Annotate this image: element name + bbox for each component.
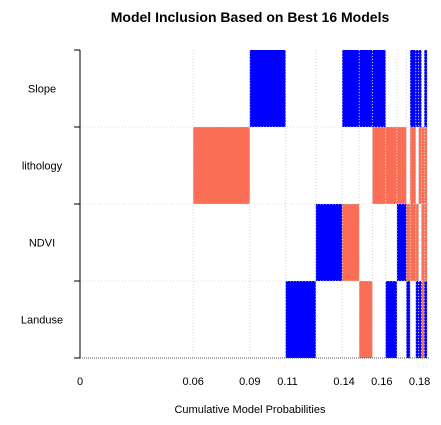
plot-area <box>193 50 428 358</box>
cell-slope-model-8 <box>372 50 386 127</box>
variable-label-landuse: Landuse <box>21 315 63 327</box>
x-tick-labels: 0 0.06 0.09 0.11 0.14 0.16 0.18 <box>77 376 430 388</box>
cell-landuse-model-9 <box>385 281 397 358</box>
x-axis-title: Cumulative Model Probabilities <box>174 404 326 416</box>
x-tick-label-5: 0.14 <box>333 376 354 388</box>
x-tick-label-4: 0.11 <box>277 376 298 388</box>
cell-slope-model-7 <box>359 50 373 127</box>
variable-label-slope: Slope <box>28 84 56 96</box>
cell-landuse-model-16 <box>424 281 428 358</box>
chart-title: Model Inclusion Based on Best 16 Models <box>111 9 390 25</box>
cell-landuse-model-13 <box>415 281 419 358</box>
x-tick-label-1: 0 <box>77 376 83 388</box>
cell-slope-model-12 <box>410 50 416 127</box>
cell-slope-model-3 <box>249 50 286 127</box>
x-tick-label-2: 0.06 <box>182 376 203 388</box>
cell-ndvi-model-15 <box>421 204 425 281</box>
variable-labels: Slope lithology NDVI Landuse <box>21 84 63 327</box>
cell-landuse-model-15 <box>421 281 425 358</box>
cell-slope-model-6 <box>342 50 360 127</box>
cell-ndvi-model-12 <box>410 204 416 281</box>
x-tick-label-3: 0.09 <box>239 376 260 388</box>
cell-landuse-model-11 <box>406 281 411 358</box>
x-tick-label-6: 0.16 <box>371 376 392 388</box>
cell-lithology-model-14 <box>418 127 422 204</box>
axes <box>74 49 429 359</box>
variable-label-ndvi: NDVI <box>29 238 55 250</box>
cell-landuse-model-14 <box>418 281 422 358</box>
cell-lithology-model-10 <box>396 127 407 204</box>
x-tick-label-7: 0.18 <box>409 376 430 388</box>
row-separators <box>80 126 429 282</box>
cell-ndvi-model-13 <box>415 204 419 281</box>
cell-landuse-model-7 <box>359 281 373 358</box>
cell-ndvi-model-5 <box>315 204 343 281</box>
cell-lithology-model-15 <box>421 127 425 204</box>
cell-ndvi-model-6 <box>342 204 360 281</box>
cell-lithology-model-9 <box>385 127 397 204</box>
cell-slope-model-16 <box>424 50 428 127</box>
cell-lithology-model-12 <box>410 127 416 204</box>
cell-lithology-model-16 <box>424 127 428 204</box>
cell-lithology-model-2 <box>193 127 250 204</box>
cell-ndvi-model-10 <box>396 204 407 281</box>
cell-ndvi-model-16 <box>424 204 428 281</box>
cell-slope-model-13 <box>415 50 419 127</box>
cell-slope-model-14 <box>418 50 422 127</box>
cell-ndvi-model-11 <box>406 204 411 281</box>
cell-lithology-model-8 <box>372 127 386 204</box>
variable-label-lithology: lithology <box>22 161 63 173</box>
cell-landuse-model-4 <box>285 281 316 358</box>
